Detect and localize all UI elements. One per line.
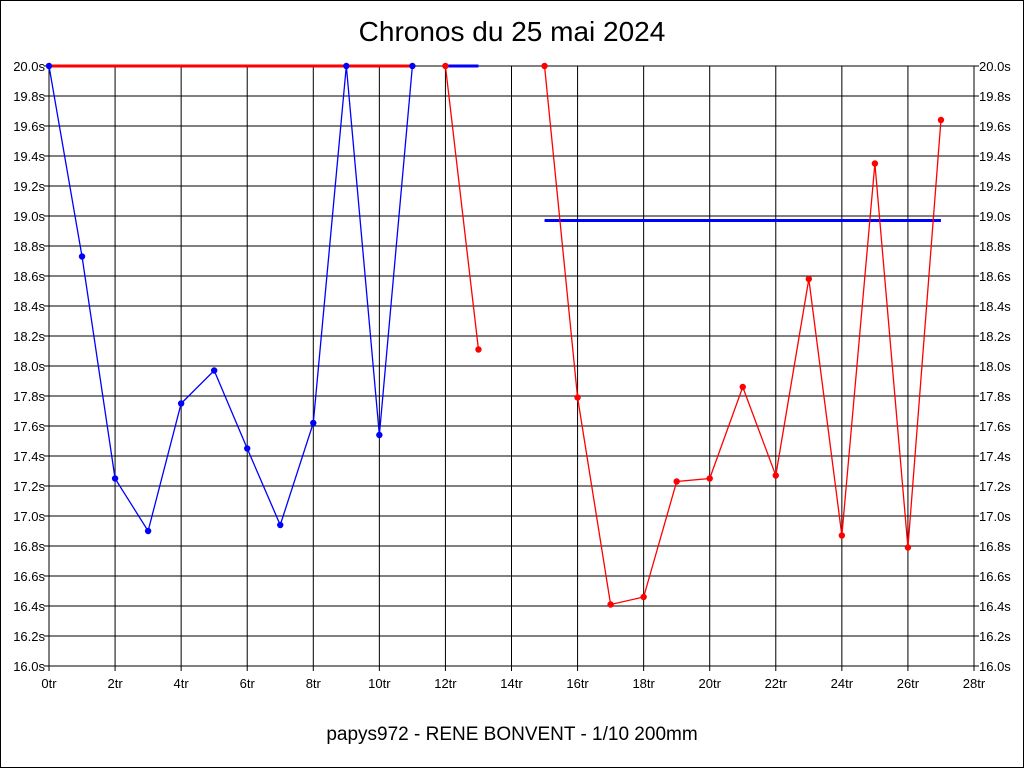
- y-tick-label-right: 17.4s: [979, 449, 1011, 464]
- data-point: [607, 601, 614, 608]
- y-tick-label-left: 18.0s: [13, 359, 45, 374]
- y-tick-label-right: 17.2s: [979, 479, 1011, 494]
- data-point: [673, 478, 680, 485]
- data-point: [904, 544, 912, 551]
- data-point: [277, 521, 284, 529]
- y-tick-label-right: 16.2s: [979, 629, 1011, 644]
- y-tick-label-right: 16.8s: [979, 539, 1011, 554]
- y-tick-label-left: 19.4s: [13, 149, 45, 164]
- data-point: [244, 445, 251, 452]
- data-point: [475, 346, 482, 353]
- y-tick-label-left: 19.8s: [13, 89, 45, 104]
- data-point: [640, 593, 647, 601]
- y-tick-label-right: 17.6s: [979, 419, 1011, 434]
- y-tick-label-left: 17.2s: [13, 479, 45, 494]
- y-tick-label-right: 20.0s: [979, 59, 1011, 74]
- data-point: [805, 275, 813, 283]
- data-point: [739, 383, 746, 391]
- y-tick-label-left: 16.6s: [13, 569, 45, 584]
- x-tick-label: 8tr: [306, 676, 322, 691]
- y-tick-label-left: 19.0s: [13, 209, 45, 224]
- y-tick-label-right: 18.4s: [979, 299, 1011, 314]
- y-tick-label-right: 18.6s: [979, 269, 1011, 284]
- data-point: [409, 62, 416, 70]
- x-tick-label: 24tr: [831, 676, 854, 691]
- x-tick-label: 22tr: [765, 676, 788, 691]
- x-tick-label: 14tr: [500, 676, 523, 691]
- data-point: [574, 394, 581, 401]
- y-tick-label-right: 16.0s: [979, 659, 1011, 674]
- y-tick-label-right: 19.6s: [979, 119, 1011, 134]
- series-line: [444, 65, 480, 350]
- y-tick-label-left: 17.8s: [13, 389, 45, 404]
- y-tick-label-left: 19.6s: [13, 119, 45, 134]
- y-tick-label-left: 18.8s: [13, 239, 45, 254]
- series-line: [48, 65, 414, 533]
- data-point: [541, 62, 548, 70]
- chart-title: Chronos du 25 mai 2024: [358, 16, 666, 47]
- y-tick-label-left: 17.0s: [13, 509, 45, 524]
- y-tick-label-left: 16.2s: [13, 629, 45, 644]
- x-tick-label: 0tr: [41, 676, 57, 691]
- y-tick-label-left: 18.4s: [13, 299, 45, 314]
- x-tick-label: 20tr: [699, 676, 722, 691]
- data-point: [706, 475, 713, 482]
- y-tick-label-right: 16.6s: [979, 569, 1011, 584]
- data-point: [78, 253, 86, 260]
- y-tick-label-left: 18.2s: [13, 329, 45, 344]
- data-point: [210, 367, 218, 374]
- y-tick-label-left: 19.2s: [13, 179, 45, 194]
- x-tick-label: 10tr: [368, 676, 391, 691]
- data-point: [871, 160, 879, 167]
- y-tick-label-right: 18.2s: [979, 329, 1011, 344]
- y-tick-label-right: 19.0s: [979, 209, 1011, 224]
- x-tick-label: 16tr: [566, 676, 589, 691]
- data-point: [310, 419, 317, 427]
- y-tick-label-left: 16.0s: [13, 659, 45, 674]
- y-tick-label-right: 19.8s: [979, 89, 1011, 104]
- y-tick-label-right: 17.8s: [979, 389, 1011, 404]
- data-point: [45, 62, 53, 70]
- x-tick-label: 6tr: [240, 676, 256, 691]
- y-tick-label-left: 20.0s: [13, 59, 45, 74]
- data-point: [838, 532, 846, 539]
- y-tick-label-right: 18.0s: [979, 359, 1011, 374]
- x-tick-label: 12tr: [434, 676, 457, 691]
- x-tick-label: 2tr: [107, 676, 123, 691]
- x-tick-label: 4tr: [174, 676, 190, 691]
- y-tick-label-left: 16.8s: [13, 539, 45, 554]
- y-tick-label-right: 19.2s: [979, 179, 1011, 194]
- data-point: [144, 527, 152, 535]
- y-tick-label-left: 18.6s: [13, 269, 45, 284]
- y-tick-label-right: 17.0s: [979, 509, 1011, 524]
- data-point: [376, 431, 383, 439]
- y-tick-label-left: 17.4s: [13, 449, 45, 464]
- chart-subtitle: papys972 - RENE BONVENT - 1/10 200mm: [326, 724, 698, 745]
- x-tick-label: 18tr: [632, 676, 655, 691]
- data-point: [111, 475, 119, 482]
- y-tick-label-left: 16.4s: [13, 599, 45, 614]
- x-tick-label: 26tr: [897, 676, 920, 691]
- y-tick-label-right: 19.4s: [979, 149, 1011, 164]
- data-point: [772, 472, 779, 479]
- y-tick-label-left: 17.6s: [13, 419, 45, 434]
- series-line: [543, 65, 942, 606]
- y-tick-label-right: 18.8s: [979, 239, 1011, 254]
- data-point: [177, 400, 185, 407]
- data-point: [937, 116, 945, 124]
- x-tick-label: 28tr: [963, 676, 986, 691]
- data-point: [343, 62, 350, 70]
- y-tick-label-right: 16.4s: [979, 599, 1011, 614]
- data-point: [442, 62, 449, 70]
